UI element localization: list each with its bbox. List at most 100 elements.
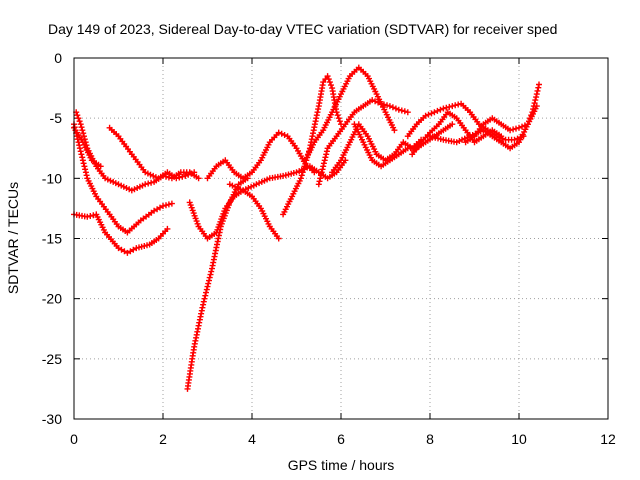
data-point [297, 175, 304, 182]
data-point [530, 103, 537, 110]
data-point [78, 151, 85, 158]
data-point [75, 115, 82, 122]
data-point [164, 225, 171, 232]
data-point [163, 202, 169, 209]
data-point [201, 295, 208, 302]
data-point [199, 304, 206, 311]
data-point [189, 207, 196, 214]
data-point [192, 215, 199, 222]
data-point [384, 102, 390, 109]
data-point [335, 115, 342, 122]
plot-frame [73, 57, 609, 420]
data-point [173, 175, 180, 182]
data-point [437, 106, 444, 113]
data-point [215, 232, 222, 239]
data-point [449, 103, 456, 110]
data-point [519, 123, 525, 130]
data-point [532, 97, 539, 104]
data-point [404, 109, 411, 116]
data-point [191, 169, 198, 176]
data-series [71, 64, 542, 392]
data-point [160, 203, 166, 209]
series-track-12 [302, 64, 398, 164]
data-point [422, 112, 429, 119]
series-track-4 [71, 124, 104, 170]
data-point [245, 185, 252, 191]
data-point [237, 186, 244, 193]
series-line [73, 213, 169, 254]
data-point [275, 235, 282, 242]
data-point [208, 268, 215, 275]
data-point [182, 172, 189, 179]
x-axis-label: GPS time / hours [288, 457, 395, 473]
data-point [440, 105, 447, 112]
data-point [536, 81, 542, 88]
data-point [391, 127, 398, 134]
series-track-1 [71, 121, 175, 236]
x-tick-label: 4 [248, 431, 256, 447]
series-track-15 [404, 100, 527, 143]
data-point [317, 175, 324, 182]
data-point [334, 112, 341, 119]
data-point [188, 170, 195, 177]
series-track-2 [71, 211, 171, 256]
data-point [510, 126, 517, 133]
data-point [372, 98, 379, 105]
data-point [168, 200, 175, 207]
data-point [102, 175, 109, 182]
data-point [534, 87, 541, 94]
x-tick-label: 6 [337, 431, 345, 447]
data-point [142, 181, 149, 188]
data-point [324, 73, 331, 80]
y-tick-label: -20 [42, 291, 62, 307]
x-tick-label: 0 [70, 431, 78, 447]
data-point [392, 105, 399, 112]
data-point [513, 125, 519, 132]
y-axis-label: SDTVAR / TECUs [5, 182, 21, 294]
data-point [452, 102, 459, 109]
data-point [320, 160, 327, 167]
data-point [431, 109, 438, 116]
data-point [446, 103, 453, 110]
data-point [326, 79, 333, 86]
data-point [192, 337, 199, 344]
data-point [76, 145, 83, 152]
data-point [82, 166, 89, 173]
data-point [369, 97, 376, 104]
series-track-18 [462, 81, 542, 146]
data-point [395, 106, 402, 113]
data-point [386, 103, 393, 110]
data-point [83, 172, 90, 179]
data-point [97, 163, 104, 170]
data-point [176, 174, 183, 181]
data-point [318, 169, 325, 176]
data-point [186, 199, 193, 206]
data-point [526, 118, 532, 125]
data-point [229, 182, 236, 189]
data-point [195, 175, 202, 182]
data-point [77, 121, 84, 128]
data-point [281, 132, 288, 138]
data-point [179, 173, 186, 180]
y-tick-label: -30 [42, 411, 62, 427]
data-point [325, 76, 332, 83]
series-track-5 [106, 124, 198, 182]
data-point [74, 112, 81, 119]
data-point [275, 129, 282, 136]
data-point [524, 121, 531, 128]
data-point [225, 202, 232, 209]
data-point [336, 118, 343, 125]
data-point [322, 154, 329, 161]
series-line [186, 177, 249, 390]
data-point [222, 210, 229, 217]
data-point [527, 115, 534, 122]
data-point [528, 112, 535, 119]
data-point [219, 218, 226, 225]
data-point [301, 163, 308, 170]
data-point [389, 104, 396, 111]
data-point [185, 171, 192, 178]
data-point [428, 110, 435, 117]
data-point [165, 201, 172, 208]
data-point [203, 289, 209, 296]
